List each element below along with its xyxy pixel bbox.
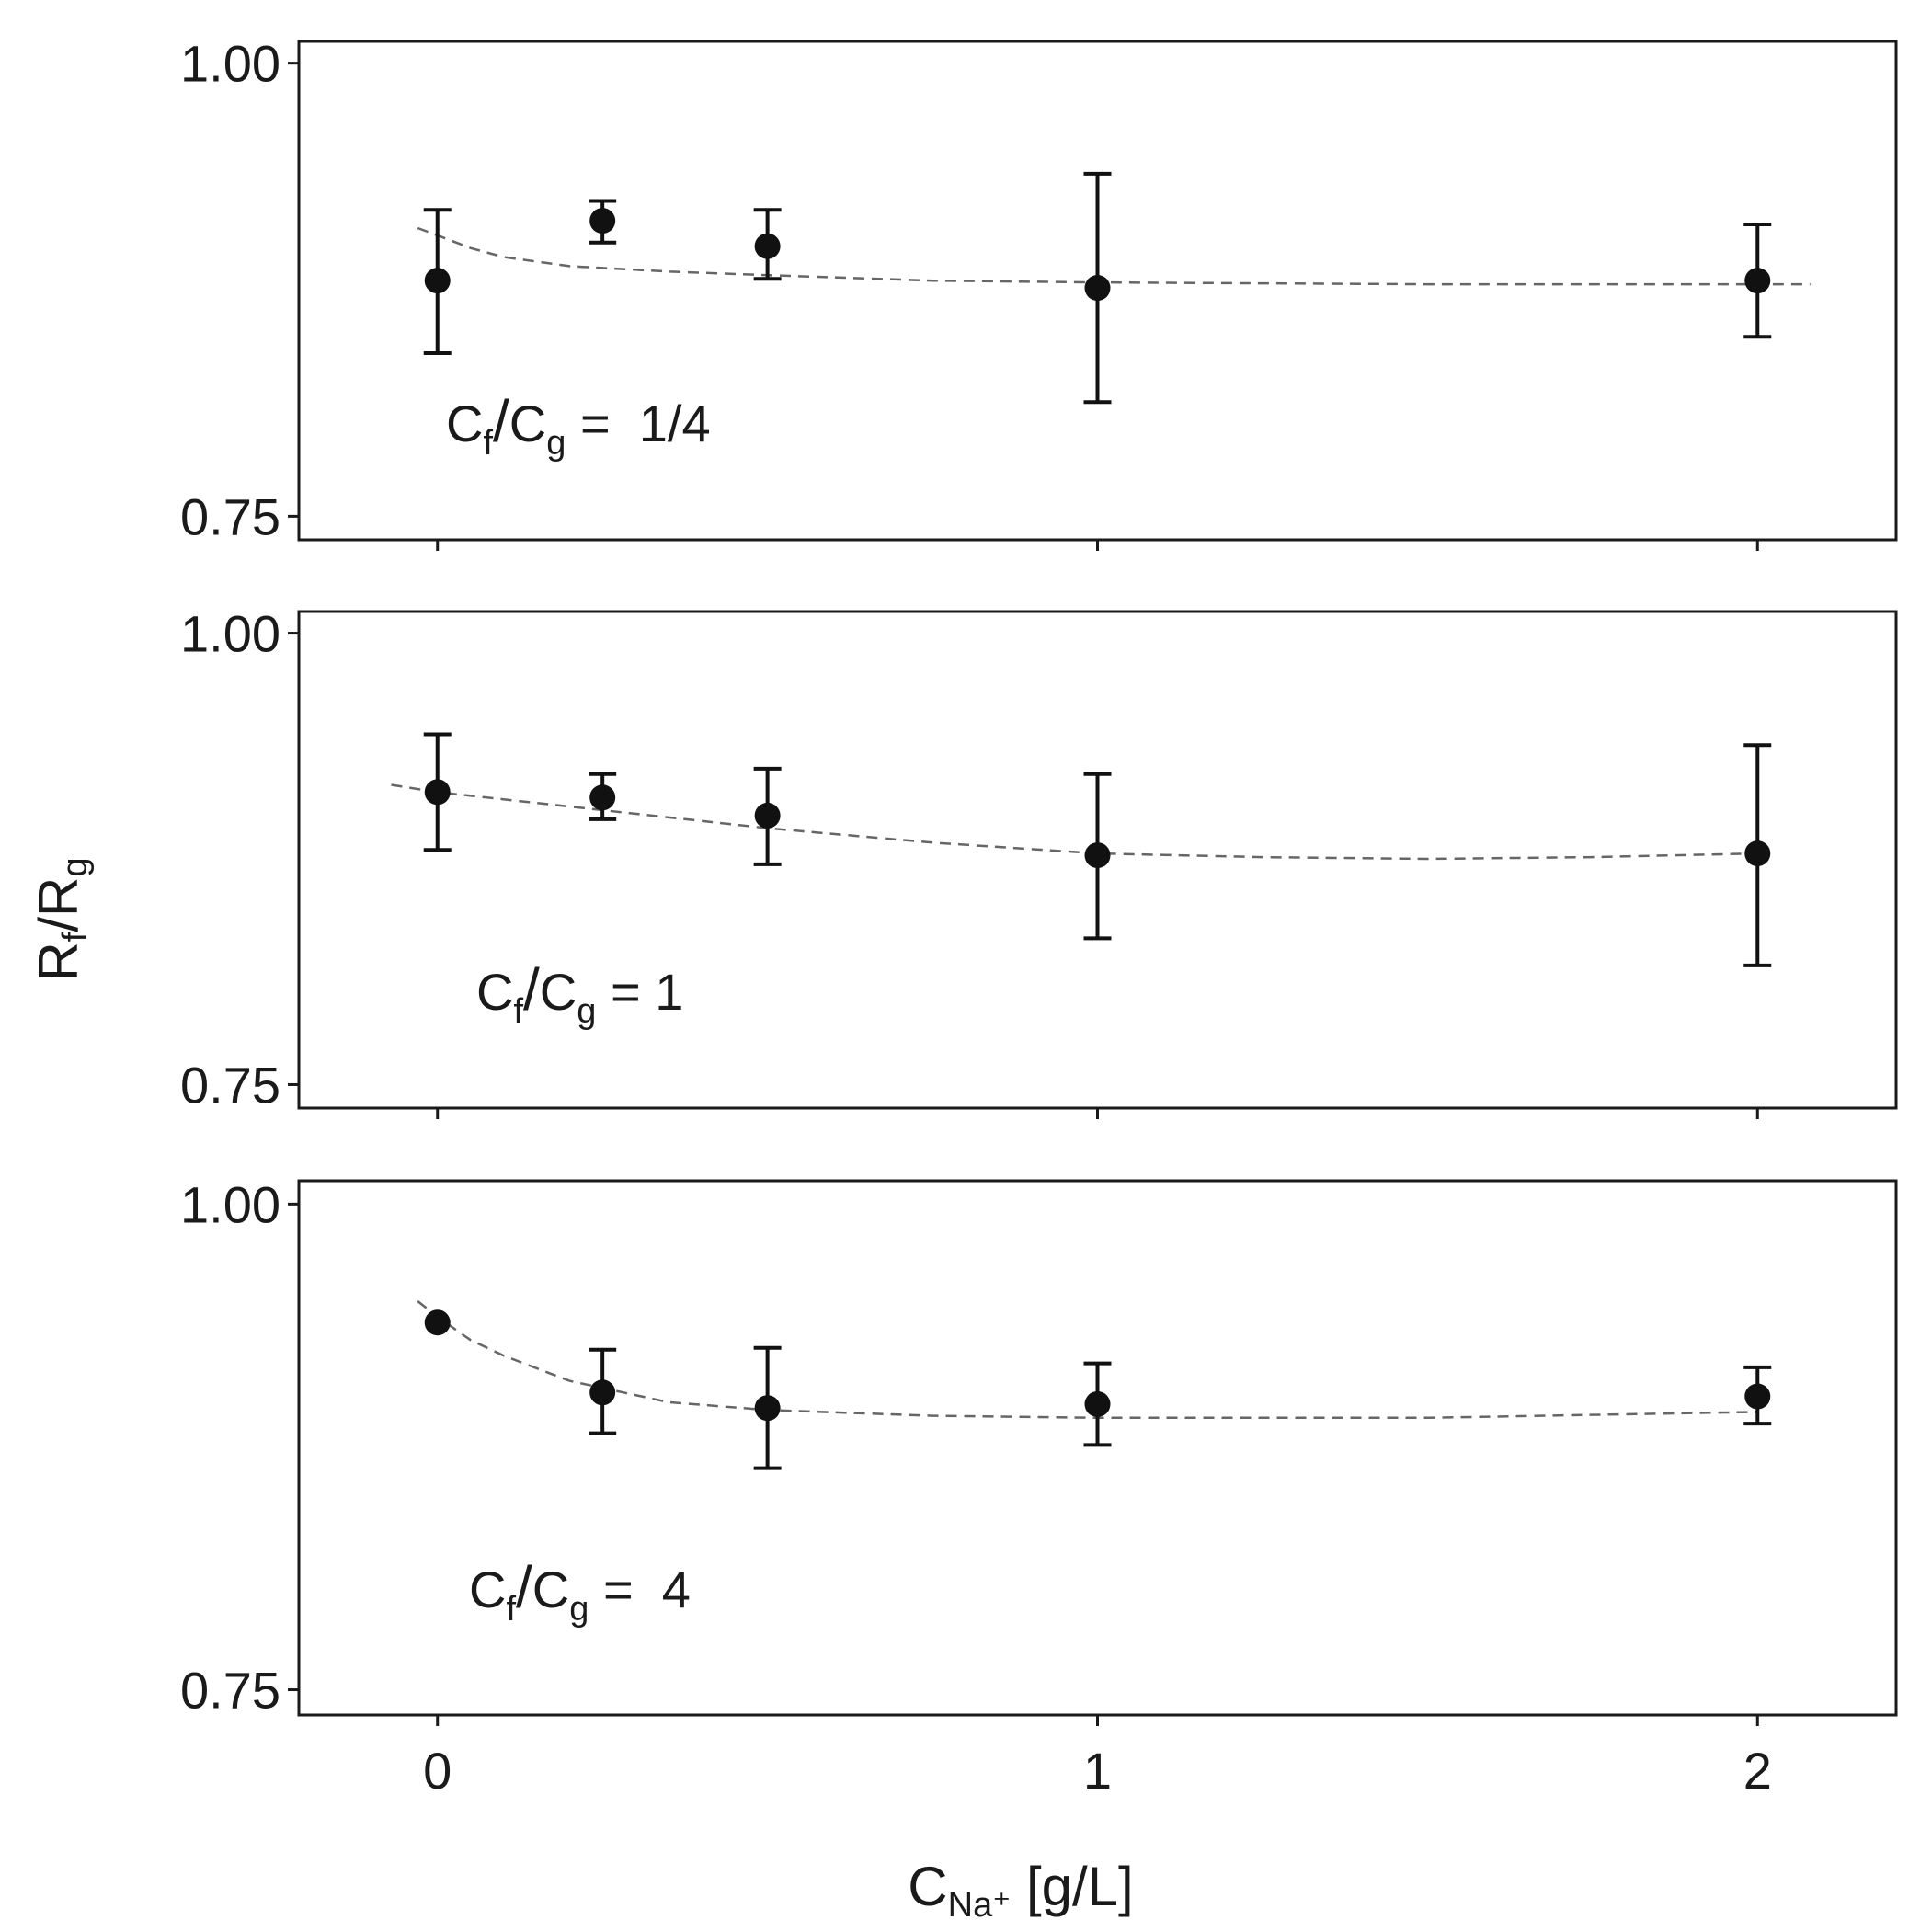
panel-1-ann-eq: = [566, 394, 638, 452]
panel-2-ann-c2: C [540, 963, 577, 1021]
x-tick-label-0: 0 [423, 1742, 452, 1800]
panel-1-point-1 [589, 208, 616, 234]
panel-2-y-tick-label-1: 0.75 [180, 1056, 280, 1114]
panel-2-ann-c1: C [476, 963, 513, 1021]
panel-3-point-3 [1084, 1390, 1111, 1417]
x-axis-title: CNa⁺ [g/L] [908, 1856, 1133, 1925]
panel-3-point-1 [589, 1379, 616, 1406]
x-title-sub: Na⁺ [948, 1886, 1012, 1925]
panel-2: Cf/Cg = 1 1.00 0.75 [180, 605, 1898, 1119]
panel-3-y-tick-label-1: 0.75 [180, 1662, 280, 1720]
panel-1: Cf/Cg = 1/4 1.00 0.75 [180, 35, 1898, 551]
panel-1-point-0 [424, 268, 451, 294]
panel-2-ann-slash: / [523, 956, 540, 1023]
panel-1-y-tick-label-1: 0.75 [180, 487, 280, 545]
panel-1-marks [417, 171, 1811, 405]
panel-2-point-1 [589, 784, 616, 811]
panel-3-ann-ratio: 4 [662, 1560, 691, 1618]
panel-3-annotation: Cf/Cg = 4 [469, 1554, 691, 1629]
panel-1-y-tick-label-0: 1.00 [180, 35, 280, 93]
panel-1-annotation: Cf/Cg = 1/4 [446, 388, 711, 463]
panel-3-point-4 [1744, 1383, 1771, 1410]
panel-2-point-0 [424, 779, 451, 806]
panel-2-marks [391, 732, 1772, 967]
x-tick-labels: 0 1 2 [423, 1742, 1772, 1800]
panel-3-ann-s2: g [569, 1590, 589, 1629]
panel-1-point-2 [754, 233, 781, 259]
x-tick-label-1: 1 [1083, 1742, 1112, 1800]
panel-2-ann-s1: f [513, 992, 523, 1031]
y-title-sub-g: g [56, 857, 95, 876]
panel-2-annotation: Cf/Cg = 1 [476, 956, 683, 1031]
panel-3-frame [297, 1179, 1898, 1717]
panel-3-y-tick-label-0: 1.00 [180, 1175, 280, 1233]
panel-2-ann-eq: = [596, 963, 655, 1021]
panel-1-ann-c2: C [509, 394, 546, 452]
x-tick-label-2: 2 [1743, 1742, 1772, 1800]
panel-2-ann-s2: g [577, 992, 596, 1031]
y-title-sub-f: f [56, 932, 95, 942]
panel-3-point-2 [754, 1395, 781, 1422]
panel-3-ann-s1: f [506, 1590, 516, 1629]
panel-3-ann-c2: C [532, 1560, 569, 1618]
y-axis-title: Rf/Rg [28, 857, 95, 981]
panel-3-marks [417, 1300, 1772, 1470]
panel-2-point-3 [1084, 842, 1111, 869]
panel-1-ann-ratio: 1/4 [639, 394, 711, 452]
panel-2-point-4 [1744, 840, 1771, 867]
panel-3-ann-slash: / [516, 1554, 532, 1620]
panel-3-ann-c1: C [469, 1560, 506, 1618]
panel-2-y-tick-label-0: 1.00 [180, 605, 280, 663]
panel-3-fit-curve [417, 1300, 1758, 1420]
panel-3-ann-eq: = [589, 1560, 661, 1618]
panel-1-point-4 [1744, 268, 1771, 294]
panel-3-point-0 [424, 1309, 451, 1336]
panel-2-ann-ratio: 1 [655, 963, 683, 1021]
x-title-main: C [908, 1856, 947, 1917]
panel-2-fit-curve [391, 783, 1758, 861]
panel-1-ann-s2: g [546, 424, 566, 463]
y-title-r: R [28, 942, 89, 981]
panel-2-point-2 [754, 802, 781, 829]
panel-1-ann-slash: / [493, 388, 509, 454]
y-title-r2: R [28, 877, 89, 917]
panel-1-point-3 [1084, 275, 1111, 302]
panel-1-ann-s1: f [483, 424, 493, 463]
y-title-slash: / [28, 917, 89, 932]
panel-3: Cf/Cg = 4 1.00 0.75 [180, 1175, 1898, 1726]
panel-1-fit-curve [417, 226, 1811, 286]
x-title-unit: [g/L] [1011, 1856, 1133, 1917]
panel-1-ann-c1: C [446, 394, 483, 452]
